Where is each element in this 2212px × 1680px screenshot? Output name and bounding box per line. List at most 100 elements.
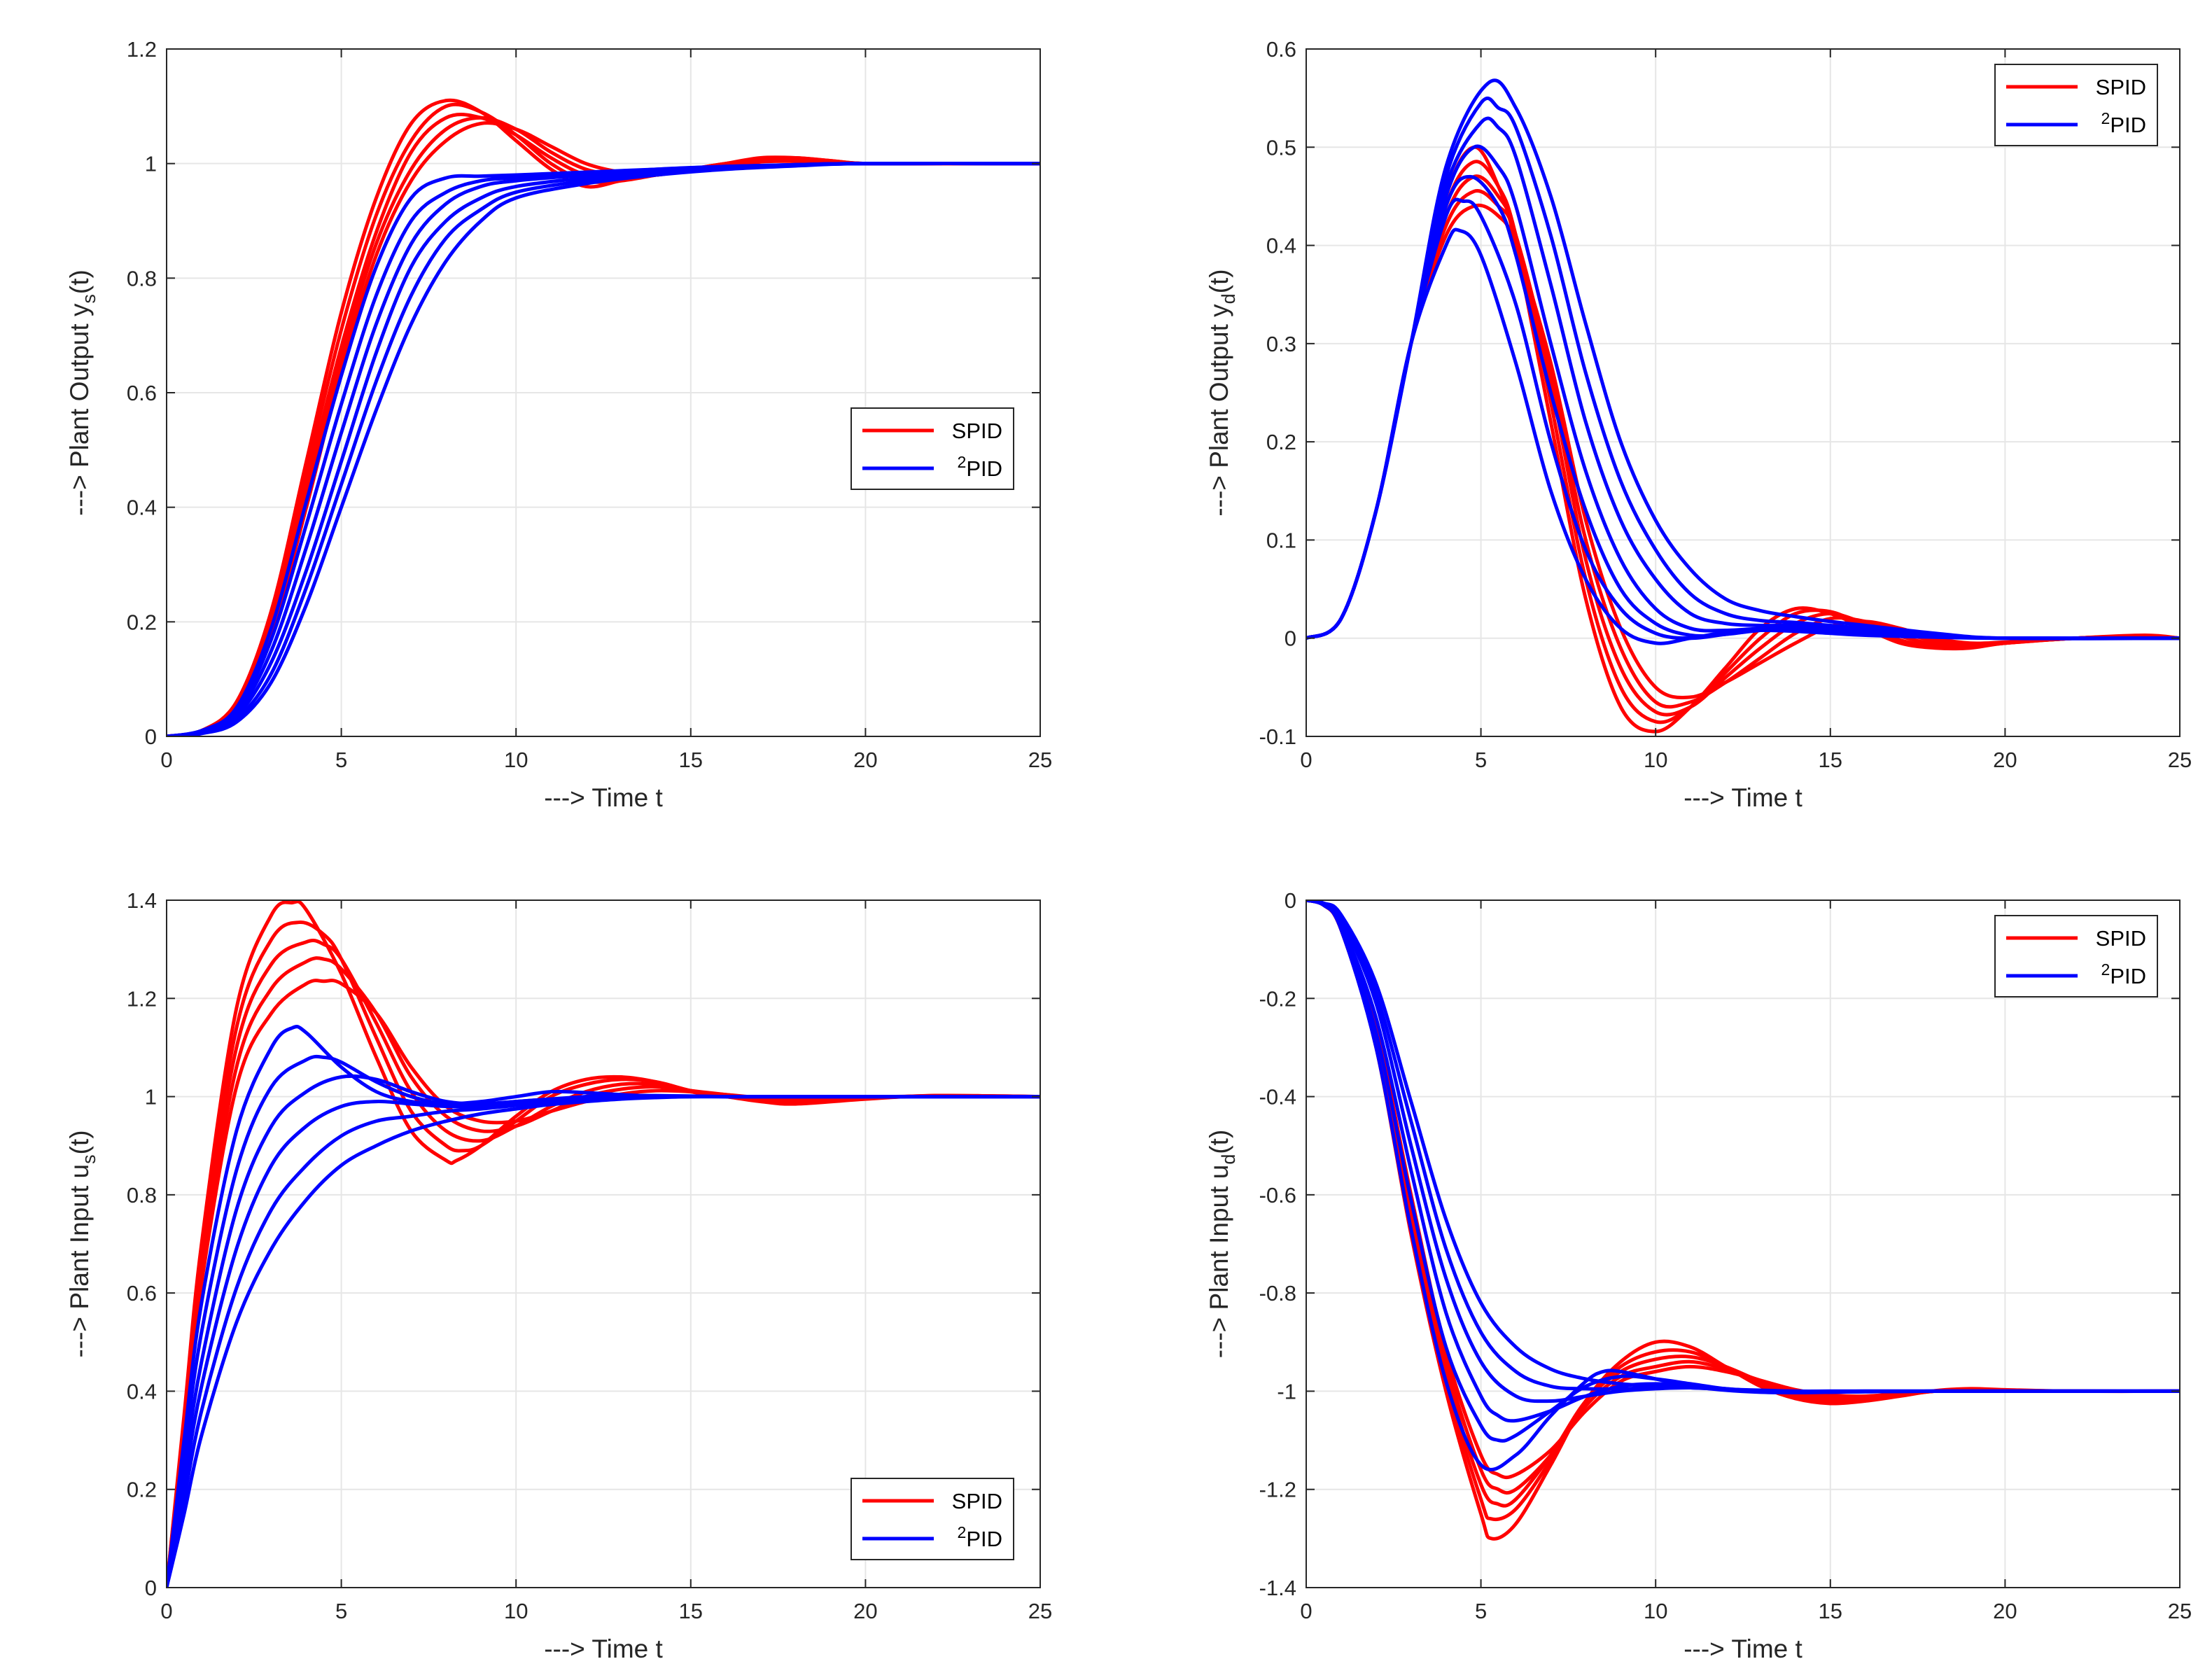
legend-label-spid: SPID [2096,926,2146,951]
legend: SPID 2PID [850,1478,1014,1560]
y-axis-title-main: ---> Plant Input u [1205,1165,1233,1359]
y-tick-label: 0.4 [127,1379,157,1404]
x-tick-label: 25 [1028,748,1052,772]
y-tick-label: -1 [1277,1379,1296,1404]
axes-box [1306,48,2180,737]
y-tick-label: 1 [145,1085,157,1110]
y-tick-label: 0 [145,1576,157,1600]
y-tick-label: -1.2 [1259,1478,1296,1502]
y-axis-title-main: ---> Plant Input u [65,1164,94,1358]
y-axis-title-sub: d [1218,293,1239,304]
plot-area [1306,900,2180,1588]
y-tick-label: 1.4 [127,888,157,913]
y-tick-label: -0.6 [1259,1183,1296,1208]
x-axis-title: ---> Time t [544,1634,663,1663]
x-tick-label: 0 [1300,1599,1312,1623]
x-tick-label: 5 [335,1599,347,1623]
y-tick-label: 0 [145,724,157,749]
y-axis-title-sub: d [1218,1154,1239,1165]
y-tick-label: 0.2 [127,610,157,634]
legend-label-sup: 2 [958,1523,967,1541]
y-axis-title-sub: s [78,1154,99,1164]
x-tick-label: 10 [504,1599,528,1623]
y-tick-label: 0.2 [1266,430,1296,454]
y-tick-label: 0.5 [1266,135,1296,160]
y-tick-label: 0.4 [1266,234,1296,258]
y-tick-label: 0 [1284,888,1296,913]
series-layer [1306,78,2180,734]
x-tick-label: 10 [504,748,528,772]
y-axis-title: ---> Plant Output yd(t) [1205,269,1239,516]
y-tick-label: -0.1 [1259,724,1296,749]
series-line-pid2-6 [167,161,1040,736]
x-tick-label: 20 [1993,1599,2017,1623]
y-axis-title-main: ---> Plant Output y [1205,304,1233,517]
legend-label-pid2: 2PID [2101,109,2146,137]
legend: SPID 2PID [850,407,1014,490]
series-line-pid2-6 [1306,900,2180,1394]
legend-label-spid: SPID [2096,75,2146,99]
x-axis-title: ---> Time t [544,783,663,812]
axes-box [1306,899,2180,1588]
y-axis-title-sub: s [78,294,99,304]
y-axis-title-tail: (t) [1205,1130,1233,1154]
x-tick-label: 15 [1819,748,1842,772]
x-tick-label: 0 [160,1599,172,1623]
legend-label-sup: 2 [2101,960,2110,979]
x-tick-label: 15 [679,748,703,772]
y-tick-label: 0 [1284,626,1296,651]
series-line-pid2-7 [1306,78,2180,640]
y-tick-label: -1.4 [1259,1576,1296,1600]
x-axis-title: ---> Time t [1684,1634,1802,1663]
y-tick-label: 0.6 [127,381,157,405]
x-tick-label: 25 [2168,1599,2192,1623]
axes-box [166,899,1041,1588]
x-tick-label: 25 [2168,748,2192,772]
legend-box [1994,915,2158,997]
y-tick-label: 0.6 [1266,37,1296,62]
legend: SPID 2PID [1994,64,2158,146]
y-tick-label: 0.6 [127,1281,157,1306]
x-tick-label: 15 [679,1599,703,1623]
y-axis-title-tail: (t) [1205,269,1233,293]
legend-box [850,1478,1014,1560]
x-tick-label: 5 [335,748,347,772]
y-axis-title: ---> Plant Input us(t) [65,1130,99,1357]
x-tick-label: 10 [1644,1599,1667,1623]
y-tick-label: 1 [145,152,157,176]
series-layer [167,900,1040,1588]
legend-label-spid: SPID [952,1489,1002,1513]
y-tick-label: 0.8 [127,1183,157,1208]
y-axis-title: ---> Plant Output ys(t) [65,270,99,516]
legend-label-main: PID [2110,964,2146,988]
y-tick-label: -0.4 [1259,1085,1296,1110]
y-axis-title-main: ---> Plant Output y [65,303,94,516]
x-tick-label: 20 [1993,748,2017,772]
y-axis-title-tail: (t) [65,270,94,294]
x-tick-label: 5 [1475,1599,1487,1623]
series-line-spid-5 [167,121,1040,736]
legend-label-pid2: 2PID [958,1523,1002,1551]
legend-label-main: PID [2110,113,2146,137]
plot-area [167,900,1040,1588]
panel-ys: 0 5 10 15 20 25 0 0.2 0.4 0.6 0.8 1 1.2 ---> Time t --… [65,37,1052,812]
y-tick-label: -0.2 [1259,986,1296,1011]
series-layer [1306,900,2180,1541]
y-tick-label: 0.4 [127,496,157,520]
panel-ud: 0 5 10 15 20 25 -1.4 -1.2 -1 -0.8 -0.6 -0.4 -0.2 0 ---… [1205,888,2192,1663]
x-tick-label: 20 [853,748,877,772]
x-tick-label: 25 [1028,1599,1052,1623]
x-tick-label: 10 [1644,748,1667,772]
legend-box [850,407,1014,490]
legend-label-pid2: 2PID [958,453,1002,481]
x-tick-label: 20 [853,1599,877,1623]
y-axis-title: ---> Plant Input ud(t) [1205,1130,1239,1359]
series-line-pid2-6 [167,1094,1040,1588]
y-tick-label: 0.8 [127,266,157,290]
legend-label-main: PID [966,1527,1002,1551]
y-tick-label: 0.1 [1266,528,1296,552]
y-tick-label: 1.2 [127,37,157,62]
panel-yd: 0 5 10 15 20 25-0.100.10.20.30.40.50.6---> Ti… [1205,37,2192,812]
series-layer [167,98,1040,736]
